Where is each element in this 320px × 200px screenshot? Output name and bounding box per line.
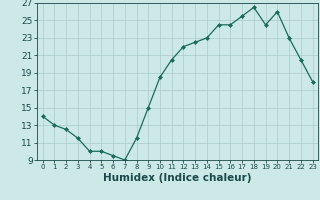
X-axis label: Humidex (Indice chaleur): Humidex (Indice chaleur) [103, 173, 252, 183]
